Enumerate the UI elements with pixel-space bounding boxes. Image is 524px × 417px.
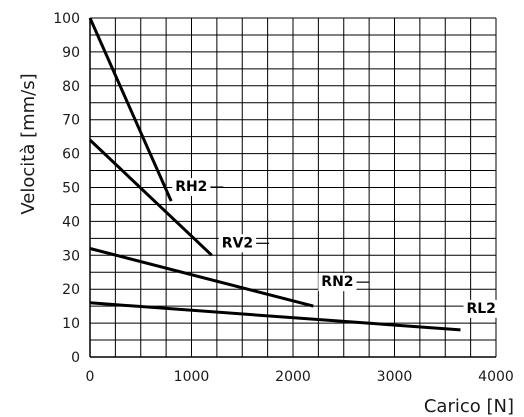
series-label-background (172, 178, 211, 197)
y-tick-label: 20 (62, 282, 80, 298)
axes (89, 18, 496, 358)
y-tick-label: 70 (62, 113, 80, 129)
series-line-rl2 (89, 301, 461, 332)
y-tick-label: 50 (62, 181, 80, 197)
x-tick-label: 2000 (275, 369, 311, 385)
series-line-rv2 (88, 138, 213, 257)
y-tick-label: 30 (62, 248, 80, 264)
series-label-background (218, 234, 257, 253)
y-axis-title: Velocità [mm/s] (18, 73, 39, 214)
y-tick-label: 80 (62, 79, 80, 95)
y-tick-label: 0 (71, 350, 80, 366)
series-label-rv2: RV2 (222, 235, 253, 251)
series-lines (88, 17, 461, 332)
x-tick-label: 3000 (377, 369, 413, 385)
y-tick-label: 10 (62, 316, 80, 332)
y-tick-label: 40 (62, 214, 80, 230)
y-tick-label: 100 (53, 11, 80, 27)
x-tick-label: 4000 (478, 369, 514, 385)
series-line-rn2 (89, 247, 314, 308)
series-label-background (463, 299, 499, 318)
x-tick-label: 0 (86, 369, 95, 385)
series-line-rh2 (88, 17, 173, 202)
series-label-rl2: RL2 (466, 301, 495, 317)
x-axis-title: Carico [N] (424, 396, 514, 417)
x-tick-label: 1000 (174, 369, 210, 385)
x-tick-labels: 0 1000 2000 3000 4000 (86, 369, 514, 385)
series-label-rh2: RH2 (175, 179, 207, 195)
series-labels: RH2 RV2 RN2 RL2 (172, 178, 499, 318)
series-label-background (318, 273, 357, 292)
series-label-rn2: RN2 (321, 274, 353, 290)
y-tick-label: 60 (62, 147, 80, 163)
y-tick-labels: 0 10 20 30 40 50 60 70 80 90 100 (53, 11, 80, 366)
y-tick-label: 90 (62, 45, 80, 61)
